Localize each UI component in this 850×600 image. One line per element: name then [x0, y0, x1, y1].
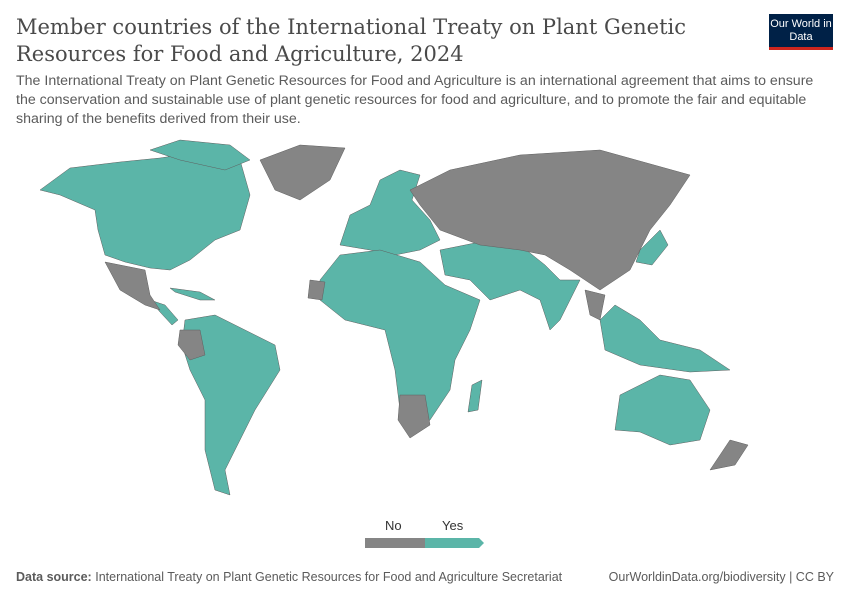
region-greenland [259, 144, 346, 201]
legend-label-no: No [385, 518, 402, 533]
world-map [39, 139, 749, 496]
region-western-sahara [307, 279, 326, 301]
source-text[interactable]: International Treaty on Plant Genetic Re… [95, 570, 563, 584]
region-south-america [181, 314, 281, 496]
legend-swatch-yes [425, 538, 484, 548]
legend-swatch-no [365, 538, 425, 548]
region-australia [614, 374, 711, 446]
legend-label-yes: Yes [442, 518, 464, 533]
credit-link[interactable]: OurWorldinData.org/biodiversity | CC BY [608, 570, 834, 584]
region-new-zealand [709, 439, 749, 471]
region-madagascar [467, 379, 483, 413]
chart-subtitle: The International Treaty on Plant Geneti… [16, 73, 814, 127]
region-canada-islands [149, 139, 251, 171]
region-caribbean [169, 287, 216, 301]
region-africa [319, 249, 481, 436]
region-mexico [104, 261, 161, 311]
source-label: Data source: [16, 570, 92, 584]
region-southern-africa [397, 394, 431, 439]
region-russia-china [409, 149, 691, 291]
region-southeast-asia [599, 304, 731, 373]
chart-title: Member countries of the International Tr… [16, 15, 687, 66]
region-southeast-asia-no [584, 289, 606, 321]
owid-logo[interactable]: Our World in Data [769, 14, 833, 50]
legend: No Yes [365, 518, 490, 554]
data-source: Data source: International Treaty on Pla… [16, 570, 562, 584]
region-colombia [177, 329, 206, 361]
region-japan-korea [635, 229, 669, 266]
region-north-america [39, 151, 251, 271]
